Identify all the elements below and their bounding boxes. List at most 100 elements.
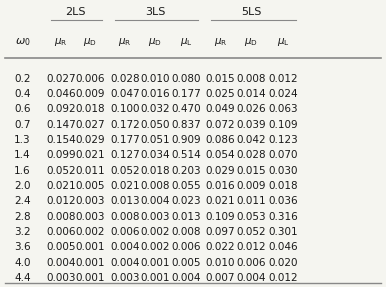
Text: 0.023: 0.023 — [171, 196, 201, 206]
Text: 0.001: 0.001 — [76, 242, 105, 252]
Text: 0.051: 0.051 — [141, 135, 170, 145]
Text: 0.301: 0.301 — [268, 227, 298, 237]
Text: 0.014: 0.014 — [237, 89, 266, 99]
Text: 0.046: 0.046 — [46, 89, 76, 99]
Text: 2.8: 2.8 — [14, 212, 31, 222]
Text: 0.172: 0.172 — [110, 120, 140, 130]
Text: 0.036: 0.036 — [268, 196, 298, 206]
Text: 0.011: 0.011 — [76, 166, 105, 176]
Text: 0.005: 0.005 — [171, 258, 201, 267]
Text: 0.012: 0.012 — [268, 74, 298, 84]
Text: 0.018: 0.018 — [268, 181, 298, 191]
Text: 0.177: 0.177 — [171, 89, 201, 99]
Text: 0.316: 0.316 — [268, 212, 298, 222]
Text: 0.050: 0.050 — [141, 120, 170, 130]
Text: 0.024: 0.024 — [268, 89, 298, 99]
Text: 0.029: 0.029 — [76, 135, 105, 145]
Text: 0.177: 0.177 — [110, 135, 140, 145]
Text: 0.025: 0.025 — [206, 89, 235, 99]
Text: $\mu_\mathrm{D}$: $\mu_\mathrm{D}$ — [83, 36, 97, 48]
Text: 0.002: 0.002 — [141, 227, 170, 237]
Text: 0.001: 0.001 — [141, 273, 170, 283]
Text: 0.004: 0.004 — [46, 258, 76, 267]
Text: 0.016: 0.016 — [206, 181, 235, 191]
Text: 0.049: 0.049 — [206, 104, 235, 115]
Text: 0.003: 0.003 — [110, 273, 139, 283]
Text: 0.006: 0.006 — [171, 242, 201, 252]
Text: 0.002: 0.002 — [76, 227, 105, 237]
Text: 0.047: 0.047 — [110, 89, 140, 99]
Text: 0.053: 0.053 — [237, 212, 266, 222]
Text: 0.514: 0.514 — [171, 150, 201, 160]
Text: 0.015: 0.015 — [206, 74, 235, 84]
Text: 0.039: 0.039 — [237, 120, 266, 130]
Text: 0.052: 0.052 — [110, 166, 140, 176]
Text: 1.6: 1.6 — [14, 166, 31, 176]
Text: 0.055: 0.055 — [171, 181, 201, 191]
Text: 0.003: 0.003 — [76, 212, 105, 222]
Text: 0.011: 0.011 — [237, 196, 266, 206]
Text: 0.006: 0.006 — [237, 258, 266, 267]
Text: 0.003: 0.003 — [46, 273, 76, 283]
Text: 2.0: 2.0 — [14, 181, 31, 191]
Text: 0.010: 0.010 — [141, 74, 170, 84]
Text: 0.008: 0.008 — [110, 212, 139, 222]
Text: 0.001: 0.001 — [76, 273, 105, 283]
Text: 0.004: 0.004 — [141, 196, 170, 206]
Text: 0.147: 0.147 — [46, 120, 76, 130]
Text: 5LS: 5LS — [242, 7, 262, 17]
Text: 0.021: 0.021 — [206, 196, 235, 206]
Text: 0.054: 0.054 — [206, 150, 235, 160]
Text: $\mu_\mathrm{L}$: $\mu_\mathrm{L}$ — [180, 36, 193, 48]
Text: 0.007: 0.007 — [206, 273, 235, 283]
Text: 0.012: 0.012 — [268, 273, 298, 283]
Text: 0.028: 0.028 — [237, 150, 266, 160]
Text: 0.080: 0.080 — [171, 74, 201, 84]
Text: 0.027: 0.027 — [76, 120, 105, 130]
Text: 0.009: 0.009 — [76, 89, 105, 99]
Text: 4.4: 4.4 — [14, 273, 31, 283]
Text: 0.001: 0.001 — [76, 258, 105, 267]
Text: 0.123: 0.123 — [268, 135, 298, 145]
Text: $\mu_\mathrm{D}$: $\mu_\mathrm{D}$ — [244, 36, 258, 48]
Text: 0.026: 0.026 — [237, 104, 266, 115]
Text: 0.008: 0.008 — [46, 212, 76, 222]
Text: 0.6: 0.6 — [14, 104, 31, 115]
Text: 0.042: 0.042 — [237, 135, 266, 145]
Text: 3.2: 3.2 — [14, 227, 31, 237]
Text: 0.7: 0.7 — [14, 120, 31, 130]
Text: 0.470: 0.470 — [171, 104, 201, 115]
Text: $\mu_\mathrm{L}$: $\mu_\mathrm{L}$ — [277, 36, 290, 48]
Text: 0.002: 0.002 — [141, 242, 170, 252]
Text: 0.027: 0.027 — [46, 74, 76, 84]
Text: $\omega_0$: $\omega_0$ — [15, 36, 30, 48]
Text: 0.097: 0.097 — [206, 227, 235, 237]
Text: 0.030: 0.030 — [268, 166, 298, 176]
Text: 3LS: 3LS — [145, 7, 166, 17]
Text: 3.6: 3.6 — [14, 242, 31, 252]
Text: 0.4: 0.4 — [14, 89, 31, 99]
Text: 2LS: 2LS — [65, 7, 86, 17]
Text: 0.004: 0.004 — [110, 242, 139, 252]
Text: 4.0: 4.0 — [14, 258, 31, 267]
Text: 0.086: 0.086 — [206, 135, 235, 145]
Text: 1.4: 1.4 — [14, 150, 31, 160]
Text: 0.015: 0.015 — [237, 166, 266, 176]
Text: 0.052: 0.052 — [46, 166, 76, 176]
Text: 0.109: 0.109 — [206, 212, 235, 222]
Text: 0.008: 0.008 — [171, 227, 201, 237]
Text: 0.008: 0.008 — [141, 181, 170, 191]
Text: 0.006: 0.006 — [76, 74, 105, 84]
Text: 0.203: 0.203 — [171, 166, 201, 176]
Text: 0.010: 0.010 — [206, 258, 235, 267]
Text: 0.092: 0.092 — [46, 104, 76, 115]
Text: 0.063: 0.063 — [268, 104, 298, 115]
Text: 0.021: 0.021 — [46, 181, 76, 191]
Text: $\mu_\mathrm{R}$: $\mu_\mathrm{R}$ — [118, 36, 132, 48]
Text: 0.099: 0.099 — [46, 150, 76, 160]
Text: $\mu_\mathrm{D}$: $\mu_\mathrm{D}$ — [149, 36, 163, 48]
Text: 0.021: 0.021 — [110, 181, 140, 191]
Text: 0.052: 0.052 — [237, 227, 266, 237]
Text: 0.020: 0.020 — [268, 258, 298, 267]
Text: 0.034: 0.034 — [141, 150, 170, 160]
